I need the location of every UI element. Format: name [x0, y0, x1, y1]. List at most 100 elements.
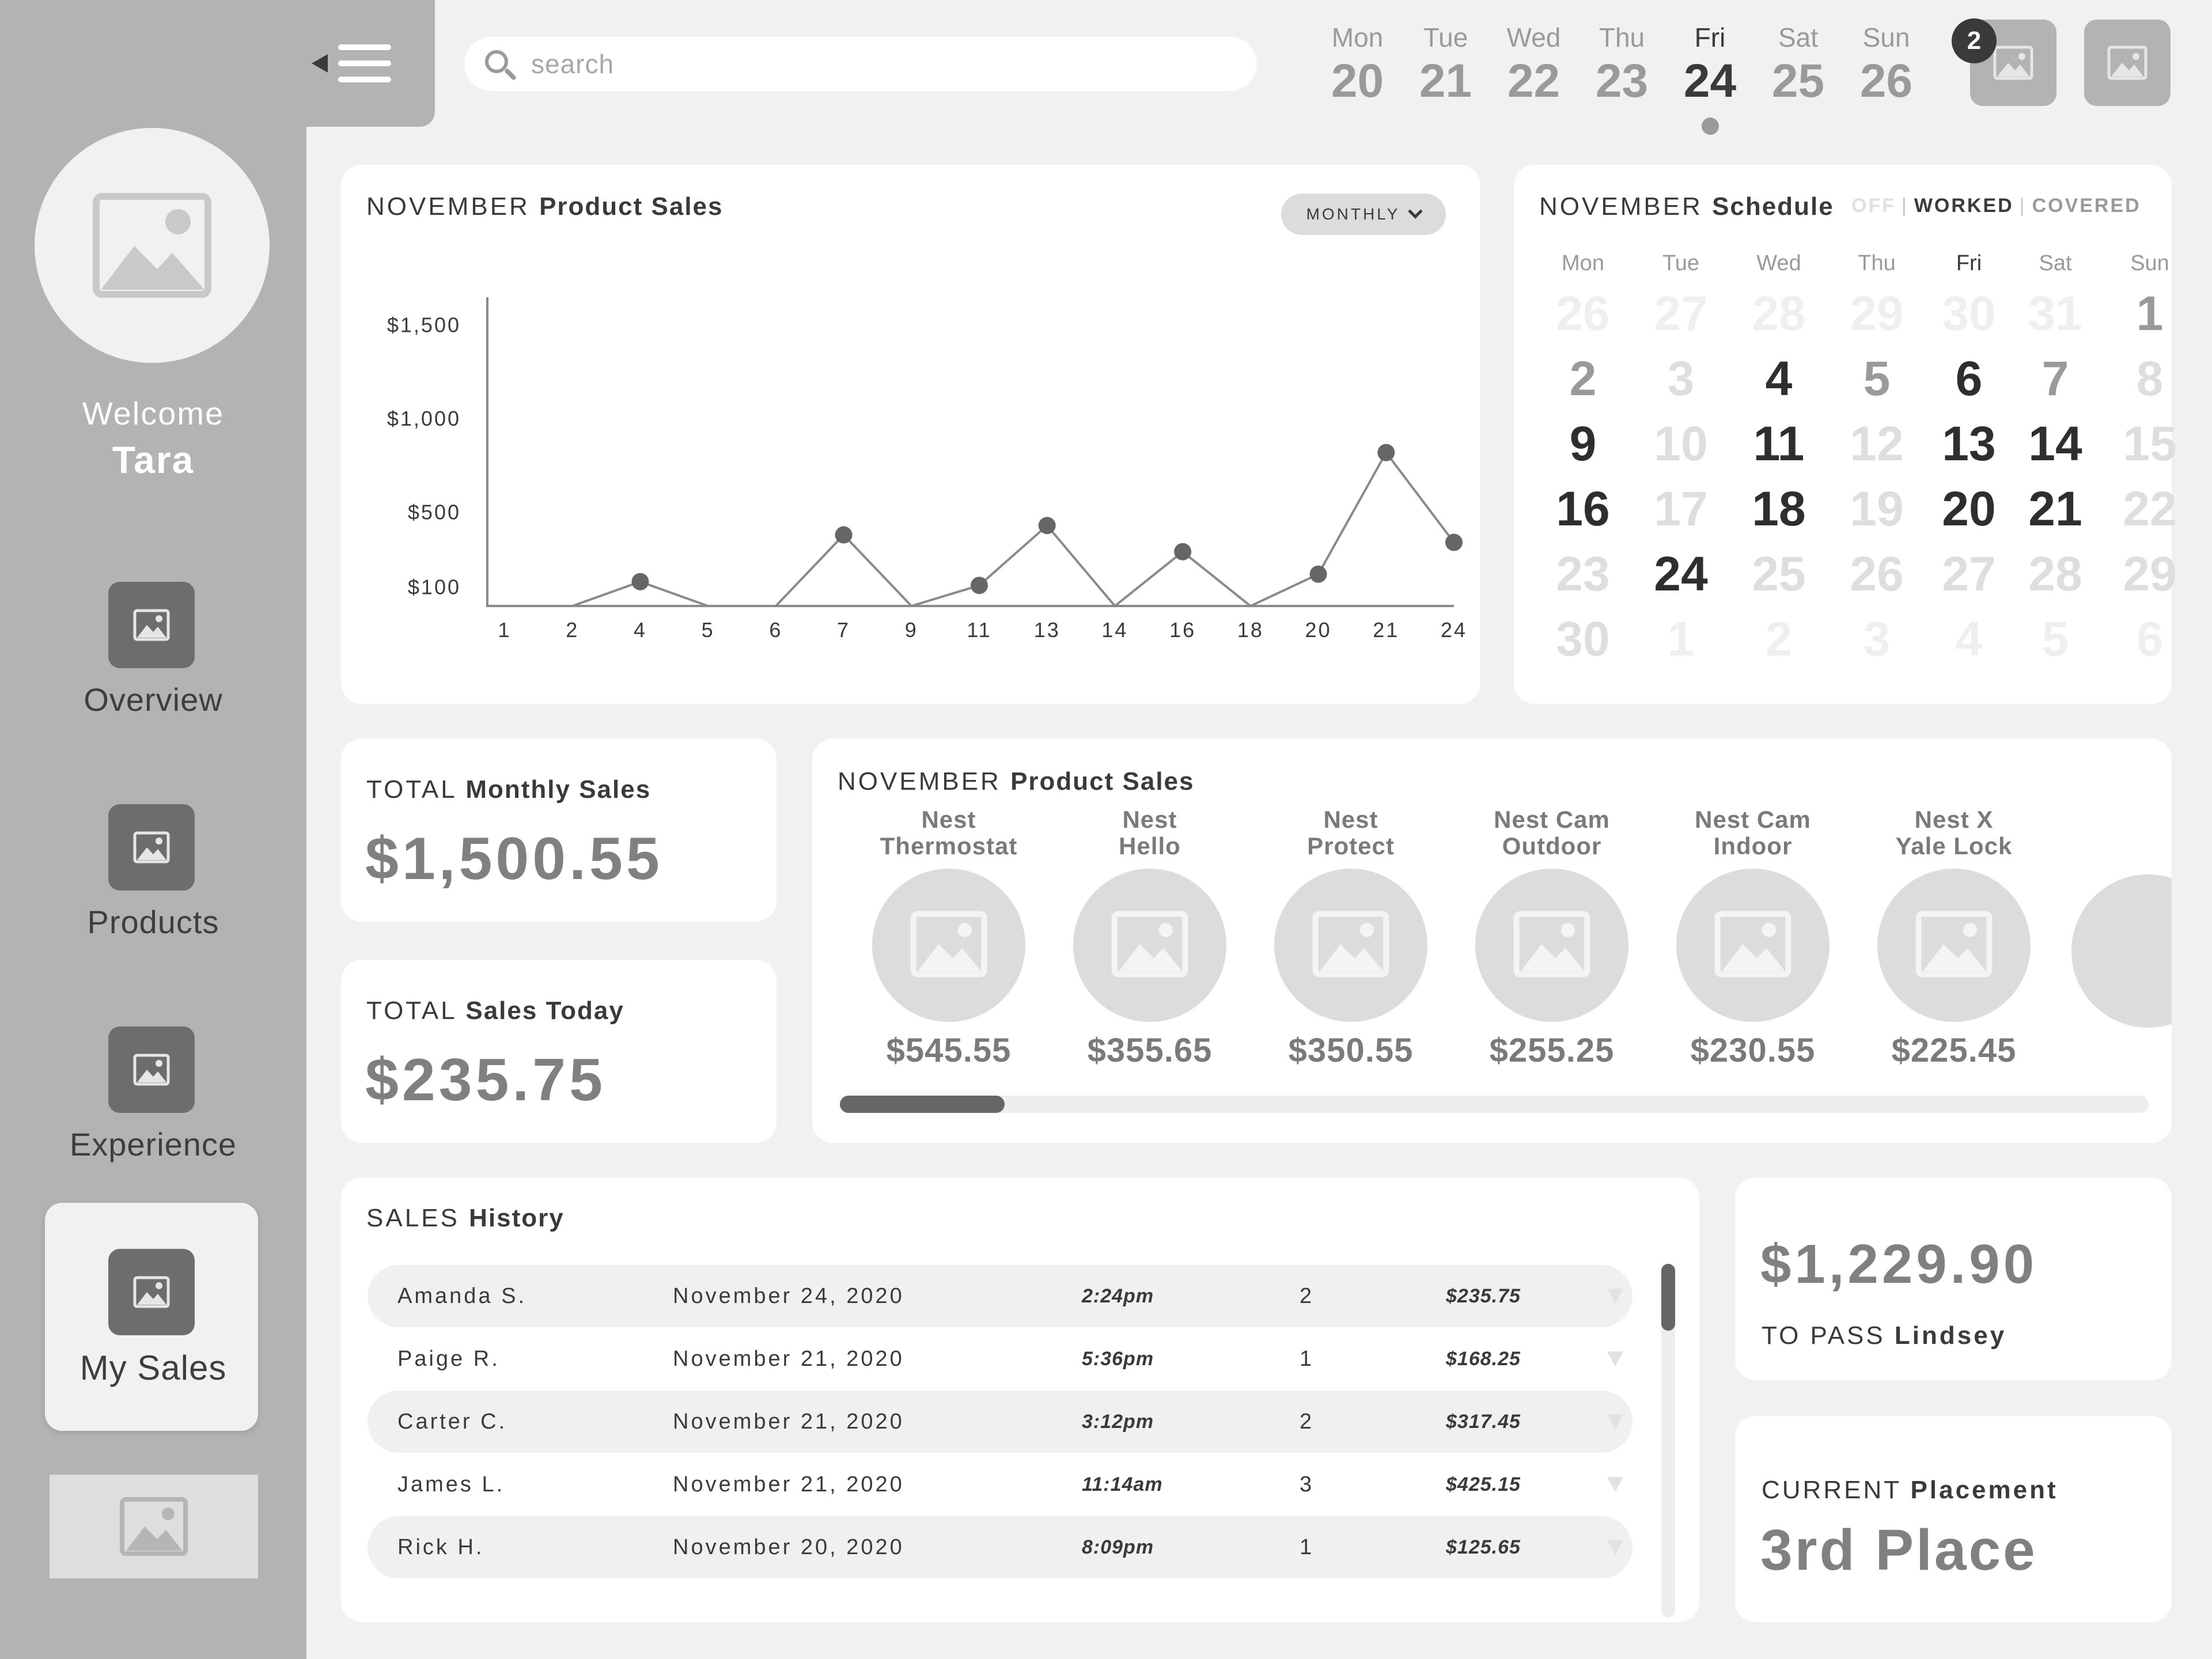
- product-card[interactable]: Nest X Yale Lock $225.45: [1853, 806, 2055, 1070]
- calendar-day[interactable]: 5: [1863, 351, 1891, 406]
- calendar-day[interactable]: 5: [2041, 612, 2069, 666]
- calendar-day[interactable]: 6: [2136, 612, 2164, 666]
- week-day-mon[interactable]: Mon 20: [1313, 22, 1402, 137]
- calendar-day[interactable]: 8: [2136, 351, 2164, 406]
- profile-button[interactable]: [2084, 20, 2171, 106]
- week-day-tue[interactable]: Tue 21: [1402, 22, 1490, 137]
- calendar-weekday-header: Fri: [1956, 251, 1982, 275]
- calendar-day[interactable]: 17: [1654, 482, 1708, 536]
- week-day-thu[interactable]: Thu 23: [1578, 22, 1666, 137]
- calendar-day[interactable]: 1: [2136, 286, 2164, 340]
- history-row[interactable]: Amanda S. November 24, 2020 2:24pm 2 $235.75: [368, 1265, 1633, 1327]
- image-placeholder-icon: [910, 911, 987, 980]
- calendar-day[interactable]: 7: [2041, 351, 2069, 406]
- calendar-day[interactable]: 4: [1955, 612, 1983, 666]
- avatar[interactable]: [35, 128, 270, 363]
- x-tick-label: 18: [1237, 618, 1264, 642]
- calendar-day[interactable]: 27: [1942, 547, 1996, 601]
- calendar-day[interactable]: 29: [1850, 286, 1904, 340]
- nav-item-overview[interactable]: Overview: [0, 582, 306, 732]
- calendar-day[interactable]: 30: [1556, 612, 1610, 666]
- product-name: Nest X Yale Lock: [1895, 806, 2013, 859]
- calendar-day[interactable]: 3: [1667, 351, 1695, 406]
- nav-item-experience[interactable]: Experience: [0, 1027, 306, 1176]
- product-card[interactable]: Nest Protect $350.55: [1250, 806, 1452, 1070]
- product-image: [1274, 869, 1427, 1022]
- product-price: $255.25: [1489, 1032, 1615, 1069]
- product-price: $230.55: [1690, 1032, 1816, 1069]
- collapse-arrow-icon: [312, 54, 328, 73]
- calendar-day[interactable]: 6: [1955, 351, 1983, 406]
- period-dropdown[interactable]: MONTHLY: [1281, 194, 1446, 235]
- caret-down-icon[interactable]: [1607, 1414, 1623, 1429]
- calendar-day[interactable]: 26: [1556, 286, 1610, 340]
- product-card-partial[interactable]: [2071, 874, 2172, 1028]
- nav-item-my-sales[interactable]: My Sales: [0, 1249, 306, 1410]
- caret-down-icon[interactable]: [1607, 1351, 1623, 1366]
- calendar-day[interactable]: 13: [1942, 416, 1996, 471]
- calendar-day[interactable]: 19: [1850, 482, 1904, 536]
- week-day-sun[interactable]: Sun 26: [1842, 22, 1930, 137]
- calendar-day[interactable]: 2: [1569, 351, 1597, 406]
- sale-quantity: 2: [1300, 1409, 1315, 1434]
- caret-down-icon[interactable]: [1607, 1289, 1623, 1304]
- week-day-wed[interactable]: Wed 22: [1490, 22, 1578, 137]
- legend-off[interactable]: OFF: [1851, 195, 1896, 217]
- legend-worked[interactable]: WORKED: [1914, 195, 2014, 217]
- calendar-day[interactable]: 11: [1753, 416, 1805, 471]
- calendar-day[interactable]: 3: [1863, 612, 1891, 666]
- calendar-day[interactable]: 2: [1765, 612, 1793, 666]
- vertical-scroll-thumb[interactable]: [1661, 1264, 1675, 1331]
- product-card[interactable]: Nest Cam Indoor $230.55: [1652, 806, 1854, 1070]
- calendar-day[interactable]: 29: [2123, 547, 2177, 601]
- notifications-button[interactable]: [1970, 20, 2056, 106]
- schedule-legend: OFF | WORKED | COVERED: [1851, 195, 2141, 217]
- calendar-day[interactable]: 14: [2028, 416, 2082, 471]
- to-pass-amount: $1,229.90: [1760, 1233, 2038, 1295]
- calendar-day[interactable]: 10: [1654, 416, 1708, 471]
- sale-quantity: 1: [1300, 1535, 1315, 1559]
- calendar-day[interactable]: 28: [1752, 286, 1806, 340]
- week-day-fri[interactable]: Fri 24: [1666, 22, 1754, 137]
- calendar-day[interactable]: 22: [2123, 482, 2177, 536]
- history-row[interactable]: James L. November 21, 2020 11:14am 3 $425.15: [368, 1453, 1633, 1516]
- calendar-day[interactable]: 25: [1752, 547, 1806, 601]
- calendar-day[interactable]: 23: [1556, 547, 1610, 601]
- calendar-day[interactable]: 12: [1850, 416, 1904, 471]
- data-point: [1445, 533, 1463, 551]
- calendar-day[interactable]: 26: [1850, 547, 1904, 601]
- calendar-day[interactable]: 28: [2028, 547, 2082, 601]
- legend-covered[interactable]: COVERED: [2032, 195, 2141, 217]
- search-input[interactable]: [531, 48, 1222, 79]
- product-card[interactable]: Nest Hello $355.65: [1049, 806, 1251, 1070]
- product-card[interactable]: Nest Thermostat $545.55: [848, 806, 1050, 1070]
- calendar-day[interactable]: 1: [1667, 612, 1695, 666]
- calendar-day[interactable]: 24: [1654, 547, 1708, 601]
- menu-toggle-button[interactable]: [305, 35, 397, 92]
- nav-item-products[interactable]: Products: [0, 804, 306, 954]
- history-row[interactable]: Paige R. November 21, 2020 5:36pm 1 $168.25: [368, 1328, 1633, 1390]
- calendar-day[interactable]: 27: [1654, 286, 1708, 340]
- horizontal-scroll-thumb[interactable]: [840, 1096, 1005, 1113]
- calendar-day[interactable]: 4: [1765, 351, 1793, 406]
- product-sales-card: NOVEMBER Product Sales Nest Thermostat $54…: [812, 738, 2172, 1143]
- history-row[interactable]: Rick H. November 20, 2020 8:09pm 1 $125.65: [368, 1516, 1633, 1578]
- caret-down-icon[interactable]: [1607, 1477, 1623, 1492]
- week-day-sat[interactable]: Sat 25: [1754, 22, 1842, 137]
- calendar-day[interactable]: 30: [1942, 286, 1996, 340]
- product-card[interactable]: Nest Cam Outdoor $255.25: [1451, 806, 1653, 1070]
- calendar-day[interactable]: 31: [2028, 286, 2082, 340]
- calendar-day[interactable]: 9: [1569, 416, 1597, 471]
- calendar-day[interactable]: 15: [2123, 416, 2177, 471]
- sale-quantity: 2: [1300, 1283, 1315, 1308]
- period-label: MONTHLY: [1306, 205, 1400, 223]
- history-row[interactable]: Carter C. November 21, 2020 3:12pm 2 $317.45: [368, 1391, 1633, 1453]
- horizontal-scrollbar[interactable]: [840, 1096, 2149, 1113]
- calendar-day[interactable]: 21: [2028, 482, 2082, 536]
- nav-label-overview: Overview: [84, 681, 223, 718]
- calendar-day[interactable]: 16: [1556, 482, 1610, 536]
- calendar-day[interactable]: 20: [1942, 482, 1996, 536]
- search-bar[interactable]: [464, 37, 1257, 91]
- calendar-day[interactable]: 18: [1752, 482, 1806, 536]
- caret-down-icon[interactable]: [1607, 1540, 1623, 1555]
